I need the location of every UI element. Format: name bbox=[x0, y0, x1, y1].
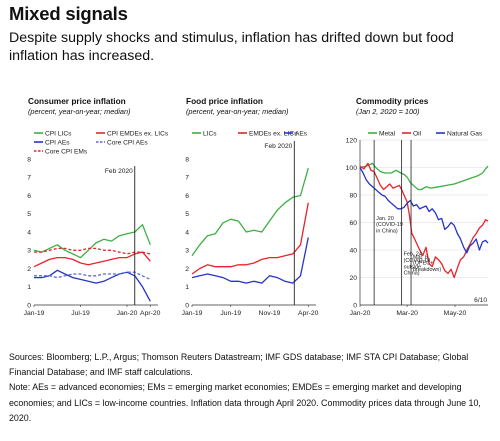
event-label: outside bbox=[404, 264, 421, 270]
chart-commodity-prices: Metal Oil Natural Gas 0 20 40 60 80 100 120 Jan-20… bbox=[346, 130, 489, 317]
panel-food-price-inflation: Food price inflation (percent, year-on-y… bbox=[182, 96, 336, 326]
y-tick-label: 7 bbox=[185, 175, 189, 182]
y-tick-label: 120 bbox=[346, 137, 358, 144]
reference-line-label: Feb 2020 bbox=[264, 143, 292, 150]
series-line-cpi-aes bbox=[34, 269, 151, 302]
legend-label-lics: LICs bbox=[203, 130, 217, 137]
panel-subtitle: (Jan 2, 2020 = 100) bbox=[356, 107, 420, 116]
series-line-aes bbox=[191, 237, 309, 284]
x-tick-label: Jan-20 bbox=[350, 310, 371, 317]
y-tick-label: 3 bbox=[185, 248, 189, 255]
y-tick-label: 0 bbox=[27, 302, 31, 309]
legend-label-natural-gas: Natural Gas bbox=[447, 130, 483, 137]
x-tick-label: May-20 bbox=[444, 310, 467, 317]
legend-label-emdes-ex-lics: EMDEs ex. LICs bbox=[249, 130, 298, 137]
x-tick-label: Jan-20 bbox=[117, 310, 138, 317]
legend-label-core-cpi-ems: Core CPI EMs bbox=[45, 148, 88, 155]
sources-text: Sources: Bloomberg; L.P., Argus; Thomson… bbox=[9, 352, 469, 378]
event-label: in China) bbox=[376, 229, 398, 235]
x-tick-label: Nov-19 bbox=[259, 310, 281, 317]
y-tick-label: 8 bbox=[185, 156, 189, 163]
panel-commodity-prices: Commodity prices (Jan 2, 2020 = 100) Met… bbox=[340, 96, 496, 326]
legend-label-oil: Oil bbox=[413, 130, 422, 137]
chart-consumer-price-inflation: CPI LICs CPI EMDEs ex. LICs CPI AEs Core CP… bbox=[24, 130, 169, 317]
y-tick-label: 8 bbox=[27, 156, 31, 163]
legend-label-cpi-emdes-ex-lics: CPI EMDEs ex. LICs bbox=[107, 130, 169, 137]
legend-label-cpi-lics: CPI LICs bbox=[45, 130, 72, 137]
y-tick-label: 1 bbox=[185, 284, 189, 291]
y-tick-label: 7 bbox=[27, 175, 31, 182]
y-tick-label: 0 bbox=[185, 302, 189, 309]
y-tick-label: 60 bbox=[349, 220, 357, 227]
page-title: Mixed signals bbox=[9, 3, 128, 24]
y-tick-label: 1 bbox=[27, 284, 31, 291]
legend-label-cpi-aes: CPI AEs bbox=[45, 139, 70, 146]
event-label: Feb. 24 bbox=[404, 252, 422, 258]
y-tick-label: 5 bbox=[27, 211, 31, 218]
y-tick-label: 100 bbox=[346, 165, 358, 172]
series-line-cpi-lics bbox=[33, 224, 151, 259]
page-subtitle: Despite supply shocks and stimulus, infl… bbox=[9, 30, 454, 64]
series-line-core-cpi-ems bbox=[34, 247, 151, 255]
y-tick-label: 4 bbox=[185, 229, 189, 236]
note-text: Note: AEs = advanced economies; EMs = em… bbox=[9, 382, 481, 423]
last-date-label: 6/10 bbox=[474, 297, 487, 304]
legend-label-aes: AEs bbox=[295, 130, 308, 137]
footer-notes: Sources: Bloomberg; L.P., Argus; Thomson… bbox=[9, 350, 494, 426]
event-label: (COVID-19 bbox=[376, 222, 403, 228]
series-line-emdes-ex-lics bbox=[191, 202, 309, 275]
x-tick-label: Jan-19 bbox=[24, 310, 45, 317]
panel-title: Food price inflation bbox=[186, 96, 263, 106]
x-tick-label: Mar-20 bbox=[396, 310, 418, 317]
series-line-oil bbox=[359, 162, 489, 279]
series-line-lics bbox=[191, 167, 309, 257]
y-tick-label: 4 bbox=[27, 229, 31, 236]
event-label: breakdown) bbox=[413, 267, 441, 273]
reference-line-label: Feb 2020 bbox=[105, 168, 133, 175]
panel-title: Consumer price inflation bbox=[28, 96, 126, 106]
series-line-core-cpi-aes bbox=[34, 271, 151, 280]
event-label: Mar. 6 bbox=[413, 254, 428, 260]
event-label: China) bbox=[404, 271, 420, 277]
panel-consumer-price-inflation: Consumer price inflation (percent, year-… bbox=[24, 96, 178, 326]
y-tick-label: 80 bbox=[349, 192, 357, 199]
panel-subtitle: (percent, year-on-year; median) bbox=[186, 107, 289, 116]
event-label: (COVID-19 bbox=[404, 258, 431, 264]
y-tick-label: 2 bbox=[185, 266, 189, 273]
y-tick-label: 3 bbox=[27, 248, 31, 255]
x-tick-label: Apr-20 bbox=[298, 310, 319, 317]
x-tick-label: Jan-19 bbox=[182, 310, 203, 317]
legend-label-core-cpi-aes: Core CPI AEs bbox=[107, 139, 148, 146]
panel-title: Commodity prices bbox=[356, 96, 429, 106]
y-tick-label: 0 bbox=[353, 302, 357, 309]
series-line-cpi-emdes-ex-lics bbox=[33, 251, 151, 268]
y-tick-label: 5 bbox=[185, 211, 189, 218]
series-line-natural-gas bbox=[359, 167, 489, 254]
x-tick-label: Jul-19 bbox=[71, 310, 90, 317]
y-tick-label: 6 bbox=[27, 193, 31, 200]
event-label: Jan. 20 bbox=[376, 216, 394, 222]
y-tick-label: 2 bbox=[27, 266, 31, 273]
y-tick-label: 6 bbox=[185, 193, 189, 200]
event-label: (OPEC+ bbox=[413, 261, 433, 267]
y-tick-label: 20 bbox=[349, 275, 357, 282]
panel-subtitle: (percent, year-on-year; median) bbox=[28, 107, 131, 116]
x-tick-label: Apr-20 bbox=[140, 310, 161, 317]
y-tick-label: 40 bbox=[349, 247, 357, 254]
legend-label-metal: Metal bbox=[379, 130, 396, 137]
series-line-metal bbox=[359, 162, 489, 191]
x-tick-label: Jun-19 bbox=[220, 310, 241, 317]
